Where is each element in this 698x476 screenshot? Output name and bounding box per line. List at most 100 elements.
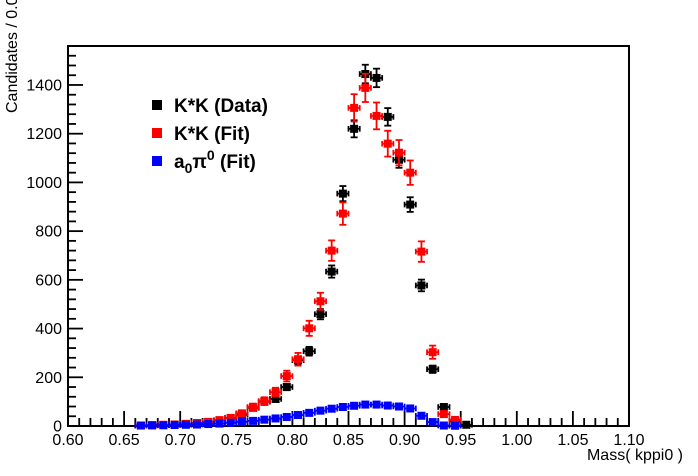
data-point [291,411,305,420]
data-marker [428,418,437,427]
data-marker [338,403,347,411]
x-tick-label: 0.80 [277,432,308,449]
data-point [325,264,339,279]
data-point [392,402,406,411]
legend: K*K (Data) K*K (Fit)a0π0 (Fit) [152,96,268,176]
data-marker [327,404,336,413]
data-marker [316,310,325,319]
y-tick-labels: 0 200 400 600 800 1000 1200 1400 [26,77,62,435]
data-point [403,196,417,213]
data-point [336,403,350,411]
data-marker [406,168,415,177]
data-point [235,409,249,418]
data-marker [428,365,437,374]
x-tick-label: 0.95 [445,432,476,449]
data-point [448,415,462,424]
data-marker [271,388,280,397]
data-point [257,396,271,406]
legend-label: K*K (Fit) [174,124,250,145]
y-tick-label: 1000 [26,175,62,192]
data-marker [271,394,280,403]
data-point [336,201,350,226]
data-point [201,420,215,429]
data-marker [428,348,437,357]
y-tick-label: 1200 [26,126,62,143]
data-point [370,67,384,89]
data-point [347,119,361,139]
data-point [403,404,417,413]
data-marker [249,416,258,425]
data-marker [327,246,336,255]
data-marker [372,111,381,120]
y-tick-label: 0 [53,419,62,436]
legend-marker [152,128,162,138]
data-point [437,410,451,419]
data-marker [338,209,347,218]
data-point [437,421,451,430]
data-marker [361,400,370,409]
data-point [336,185,350,203]
data-point [426,418,440,427]
data-marker [316,297,325,306]
x-tick-label: 0.90 [389,432,420,449]
data-marker [136,421,145,430]
x-tick-labels: 0.60 0.65 0.70 0.75 0.80 0.85 0.90 0.95 1.00 1.05… [52,432,644,449]
data-point [403,159,417,186]
data-marker [305,347,314,356]
data-point [280,369,294,383]
legend-marker [152,100,162,110]
data-point [448,421,462,430]
data-point [156,421,170,430]
x-tick-label: 0.70 [165,432,196,449]
data-point [381,401,395,410]
data-point [370,400,384,409]
data-point [347,401,361,410]
legend-label: K*K (Data) [174,96,268,117]
data-point [313,291,327,311]
data-point [370,101,384,131]
data-marker [338,189,347,198]
data-marker [226,418,235,427]
data-point [179,420,193,429]
data-point [246,402,260,412]
data-point [426,344,440,360]
y-tick-label: 200 [35,370,62,387]
data-marker [406,200,415,209]
legend-entry: K*K (Data) [152,96,268,117]
data-marker [451,421,460,430]
data-point [145,421,159,430]
legend-label: a0π0 (Fit) [174,147,256,176]
data-point [134,421,148,430]
data-marker [294,355,303,364]
y-tick-label: 400 [35,321,62,338]
data-marker [282,383,291,392]
data-marker [417,247,426,256]
legend-marker [152,156,162,166]
data-marker [170,421,179,430]
data-point [257,415,271,424]
data-marker [417,281,426,290]
x-axis-title: Mass( kppi0 ) [586,447,683,464]
data-point [269,386,283,398]
y-axis-title: Candidates / 0.01 [4,0,21,113]
data-marker [361,83,370,92]
x-tick-label: 1.05 [557,432,588,449]
data-marker [383,401,392,410]
data-marker [451,415,460,424]
x-tick-label: 1.10 [613,432,644,449]
data-marker [294,411,303,420]
data-point [302,319,316,337]
data-marker [439,410,448,419]
data-point [325,404,339,413]
series-a0-0-fit [134,400,462,430]
data-point [347,93,361,123]
data-point [269,414,283,423]
data-marker [439,421,448,430]
data-marker [148,421,157,430]
data-marker [394,402,403,411]
x-tick-label: 0.65 [109,432,140,449]
x-tick-label: 0.85 [333,432,364,449]
y-tick-label: 1400 [26,77,62,94]
